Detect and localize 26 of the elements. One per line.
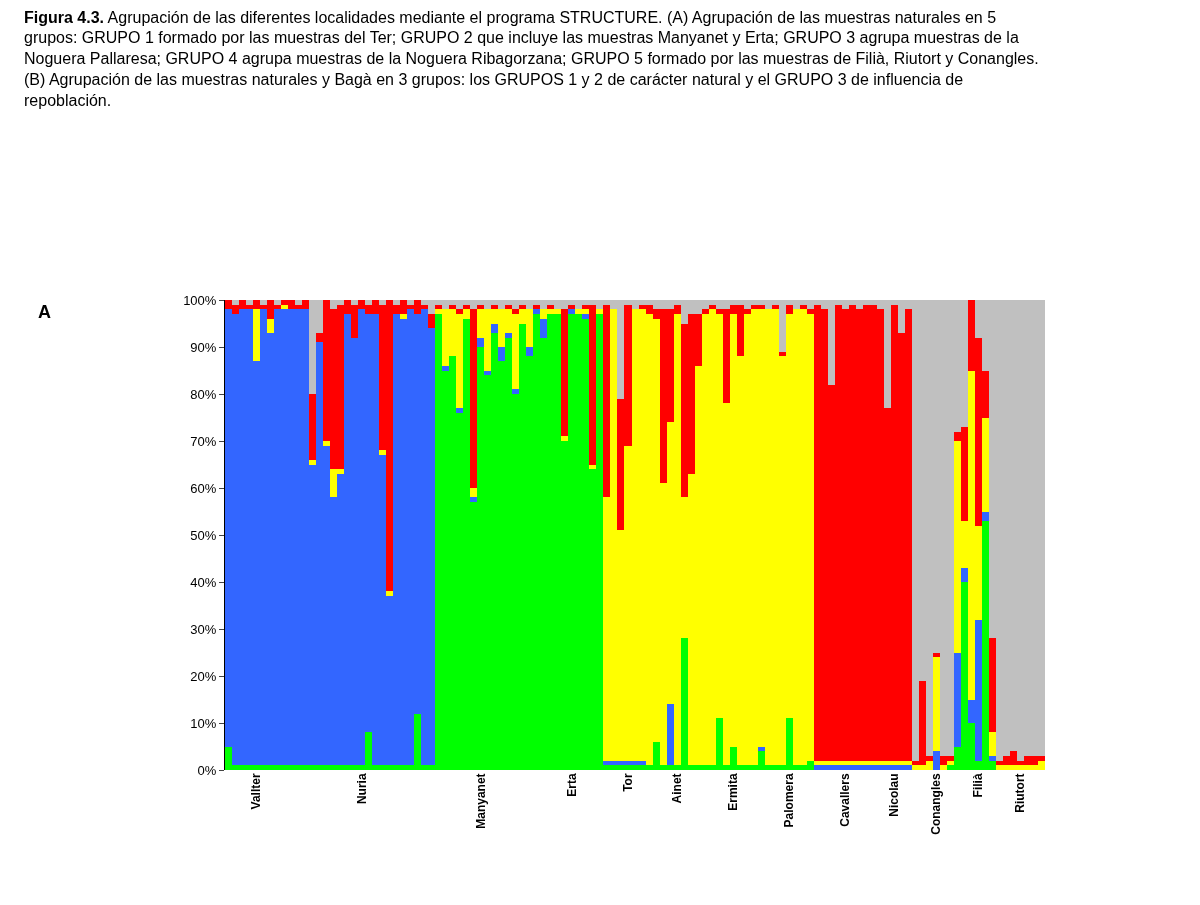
x-tick-label: Filià [971,773,986,798]
y-tick-label: 40% [190,574,217,590]
y-tick-label: 70% [190,433,217,449]
x-tick-label: Tor [620,773,635,792]
y-tick-label: 10% [190,715,217,731]
y-tick-label: 30% [190,621,217,637]
y-tick-label: 100% [183,292,217,308]
x-tick-label: Palomera [782,773,797,828]
y-tick-label: 60% [190,480,217,496]
x-tick-label: Erta [564,773,579,797]
x-tick-label: Vallter [249,773,264,810]
x-tick-label: Cavallers [838,773,853,827]
x-tick-label: Manyanet [473,773,488,829]
y-tick-label: 0% [197,762,217,778]
x-tick-label: Conangles [929,773,944,835]
x-tick-label: Nicolau [887,773,902,817]
x-tick-label: Ermita [726,773,741,811]
x-tick-label: Nuria [354,773,369,805]
y-tick-label: 50% [190,527,217,543]
x-tick-label: Riutort [1013,773,1028,813]
text: A [38,302,51,322]
chart-title: Figura 4.3. Agrupación de las diferentes localidades mediante el programa STRUCTURE. (A) Agrupación de las muestras naturales en 5 grupos: GRUPO 1 formado por las muestras del Ter; GRUPO 2 que incluye las muestras Manyanet y Erta; GRUPO 3 agrupa muestras de la Noguera Pallaresa; GRUPO 4 agrupa muestras de la Noguera Ribagorzana; GRUPO 5 formado por las muestras de Filià, Riutort y Conangles. (B) Agrupación de las muestras naturales y Bagà en 3 grupos: los GRUPOS 1 y 2 de carácter natural y el GRUPO 3 de influencia de repoblación. [24,8,1039,109]
y-tick-label: 80% [190,386,217,402]
x-tick-label: Ainet [669,773,684,804]
y-tick-label: 90% [190,339,217,355]
y-tick-label: 20% [190,668,217,684]
